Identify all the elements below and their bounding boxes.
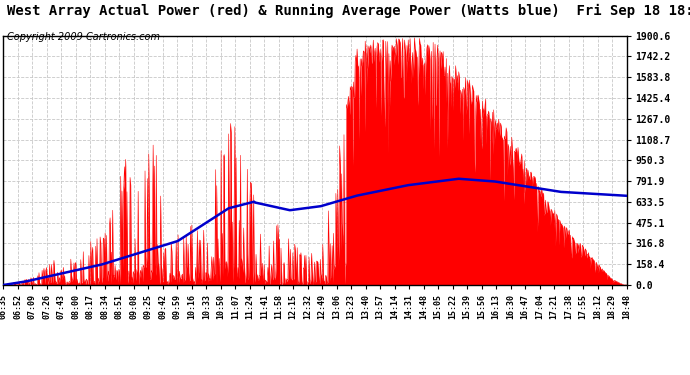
Text: Copyright 2009 Cartronics.com: Copyright 2009 Cartronics.com [7,32,160,42]
Text: West Array Actual Power (red) & Running Average Power (Watts blue)  Fri Sep 18 1: West Array Actual Power (red) & Running … [7,4,690,18]
